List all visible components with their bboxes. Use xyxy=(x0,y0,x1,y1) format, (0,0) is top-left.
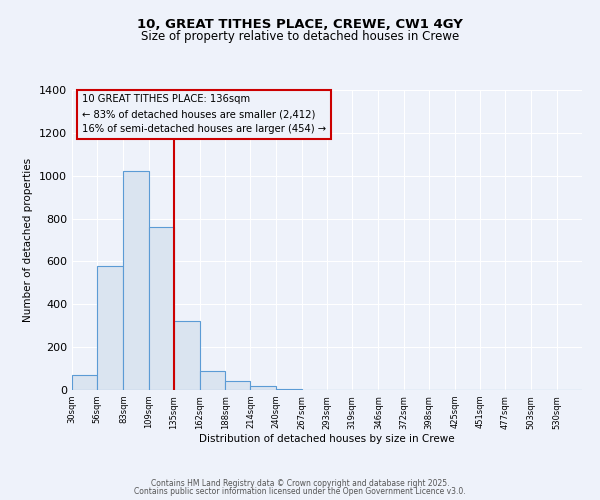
Bar xyxy=(124,172,149,390)
Bar xyxy=(149,227,174,390)
Text: Contains public sector information licensed under the Open Government Licence v3: Contains public sector information licen… xyxy=(134,487,466,496)
Bar xyxy=(275,389,302,390)
Bar xyxy=(174,322,200,390)
Text: 10, GREAT TITHES PLACE, CREWE, CW1 4GY: 10, GREAT TITHES PLACE, CREWE, CW1 4GY xyxy=(137,18,463,30)
X-axis label: Distribution of detached houses by size in Crewe: Distribution of detached houses by size … xyxy=(199,434,455,444)
Text: Size of property relative to detached houses in Crewe: Size of property relative to detached ho… xyxy=(141,30,459,43)
Bar xyxy=(97,266,124,390)
Text: Contains HM Land Registry data © Crown copyright and database right 2025.: Contains HM Land Registry data © Crown c… xyxy=(151,478,449,488)
Bar xyxy=(250,386,275,390)
Bar xyxy=(225,382,250,390)
Bar xyxy=(72,375,97,390)
Y-axis label: Number of detached properties: Number of detached properties xyxy=(23,158,34,322)
Text: 10 GREAT TITHES PLACE: 136sqm
← 83% of detached houses are smaller (2,412)
16% o: 10 GREAT TITHES PLACE: 136sqm ← 83% of d… xyxy=(82,94,326,134)
Bar xyxy=(200,370,225,390)
